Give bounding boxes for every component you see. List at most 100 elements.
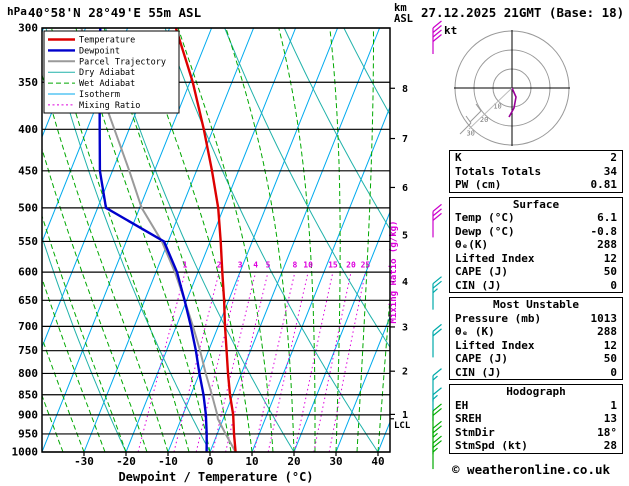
hodograph-unit-label: kt bbox=[444, 24, 457, 37]
stat-row: CAPE (J) 50 bbox=[450, 265, 622, 279]
legend-label: Dry Adiabat bbox=[79, 68, 135, 78]
stat-row: CAPE (J) 50 bbox=[450, 352, 622, 366]
km-tick-label: 7 bbox=[402, 134, 408, 145]
isotherm-line bbox=[251, 105, 390, 452]
mixing-ratio-line bbox=[313, 271, 352, 452]
mixing-ratio-value: 4 bbox=[253, 261, 258, 270]
stat-value: 12 bbox=[603, 251, 617, 265]
isotherm-line bbox=[209, 28, 381, 452]
wind-barb bbox=[432, 276, 442, 310]
dry-adiabat-line bbox=[283, 28, 390, 231]
stat-label: K bbox=[455, 151, 462, 164]
mixing-ratio-axis-label: Mixing Ratio (g/kg) bbox=[388, 221, 399, 324]
stat-table: Surface Temp (°C) 6.1 Dewp (°C) -0.8 θₑ(K) 288… bbox=[449, 196, 623, 293]
datetime-title: 27.12.2025 21GMT (Base: 18) bbox=[421, 5, 625, 20]
stat-table-title: Most Unstable bbox=[492, 298, 580, 311]
stat-value: 34 bbox=[603, 164, 617, 178]
pressure-tick-label: 300 bbox=[18, 22, 38, 35]
temp-tick-label: -30 bbox=[74, 455, 94, 468]
dry-adiabat-line bbox=[164, 28, 379, 452]
stat-value: 288 bbox=[597, 238, 617, 251]
km-tick-label: 2 bbox=[402, 367, 408, 378]
pressure-tick-label: 750 bbox=[18, 344, 38, 357]
pressure-tick-label: 400 bbox=[18, 123, 38, 136]
wind-barb bbox=[432, 20, 442, 54]
hodograph-barb-icon bbox=[459, 122, 472, 135]
hodograph-ring-label: 10 bbox=[493, 102, 501, 110]
isotherm-line bbox=[42, 28, 213, 452]
stat-table: Most Unstable Pressure (mb) 1013 θₑ (K) 288 L… bbox=[449, 297, 623, 380]
stat-value: 0 bbox=[610, 278, 617, 292]
stat-label: StmDir bbox=[455, 425, 495, 439]
stat-label: Dewp (°C) bbox=[455, 224, 515, 238]
legend-label: Wet Adiabat bbox=[79, 79, 135, 89]
stat-label: Temp (°C) bbox=[455, 211, 515, 224]
mixing-ratio-value: 5 bbox=[266, 261, 271, 270]
wind-barb bbox=[432, 435, 442, 470]
pressure-tick-label: 800 bbox=[18, 367, 38, 380]
stat-label: θₑ(K) bbox=[455, 238, 489, 251]
stat-value: 28 bbox=[603, 439, 617, 452]
stat-value: -0.8 bbox=[590, 224, 618, 238]
stat-value: 2 bbox=[610, 151, 617, 164]
wet-adiabat-line bbox=[278, 28, 316, 452]
stat-value: 12 bbox=[603, 338, 617, 352]
legend-label: Mixing Ratio bbox=[79, 101, 140, 111]
stat-row: CIN (J) 0 bbox=[450, 366, 622, 380]
stat-label: CAPE (J) bbox=[455, 352, 508, 365]
km-tick-label: 4 bbox=[402, 277, 408, 288]
pressure-axis: 300 350 400 450 500 550 600 650 700 750 800 850 900 9… bbox=[12, 22, 39, 459]
stat-table-title: Hodograph bbox=[506, 385, 566, 398]
hodograph-barb-icon bbox=[465, 115, 472, 124]
mixing-ratio-line bbox=[225, 271, 269, 452]
pressure-tick-label: 500 bbox=[18, 201, 38, 214]
stat-row: Totals Totals 34 bbox=[450, 165, 622, 179]
stat-label: CIN (J) bbox=[455, 278, 502, 292]
wind-barb bbox=[432, 323, 442, 358]
stat-row: CIN (J) 0 bbox=[450, 279, 622, 293]
mixing-ratio-value: 2 bbox=[217, 261, 222, 270]
pressure-tick-label: 1000 bbox=[12, 446, 39, 459]
temp-tick-label: 0 bbox=[207, 455, 214, 468]
temp-tick-label: -10 bbox=[158, 455, 178, 468]
hodograph-ring-label: 20 bbox=[480, 116, 488, 124]
mixing-ratio-value: 10 bbox=[303, 261, 313, 270]
stat-row: Temp (°C) 6.1 bbox=[450, 211, 622, 225]
stat-value: 0 bbox=[610, 365, 617, 379]
hodograph-trace bbox=[508, 87, 517, 118]
stat-value: 1 bbox=[610, 398, 617, 412]
legend-label: Isotherm bbox=[79, 90, 120, 100]
pressure-tick-label: 350 bbox=[18, 76, 38, 89]
mixing-ratio-value: 25 bbox=[361, 261, 371, 270]
isotherm-line bbox=[125, 28, 297, 452]
stat-value: 18° bbox=[597, 425, 617, 439]
stat-label: CAPE (J) bbox=[455, 265, 508, 278]
km-tick-label: 1 bbox=[402, 410, 408, 421]
stat-row: Pressure (mb) 1013 bbox=[450, 312, 622, 326]
isotherm-line bbox=[167, 28, 339, 452]
legend-label: Dewpoint bbox=[79, 46, 120, 56]
temp-tick-label: 10 bbox=[245, 455, 258, 468]
stat-value: 288 bbox=[597, 325, 617, 338]
temperature-line bbox=[174, 28, 237, 452]
stat-value: 6.1 bbox=[597, 211, 617, 224]
dewpoint-line bbox=[98, 28, 208, 452]
pressure-tick-label: 950 bbox=[18, 427, 38, 440]
mixing-ratio-value: 1 bbox=[183, 261, 188, 270]
temp-tick-label: 30 bbox=[329, 455, 342, 468]
isotherm-line bbox=[293, 210, 390, 452]
km-tick-label: 8 bbox=[402, 84, 408, 95]
wet-adiabat-line bbox=[356, 28, 374, 452]
stat-label: Pressure (mb) bbox=[455, 311, 542, 325]
stat-row: Dewp (°C) -0.8 bbox=[450, 225, 622, 239]
stat-row: PW (cm) 0.81 bbox=[450, 178, 622, 192]
pressure-tick-label: 900 bbox=[18, 408, 38, 421]
km-tick-label: 3 bbox=[402, 322, 408, 333]
pressure-tick-label: 450 bbox=[18, 164, 38, 177]
stat-label: Lifted Index bbox=[455, 251, 535, 265]
stat-row: StmSpd (kt) 28 bbox=[450, 439, 622, 453]
temp-tick-label: 20 bbox=[287, 455, 300, 468]
isotherm-line bbox=[83, 28, 255, 452]
wind-barbs bbox=[432, 20, 442, 470]
